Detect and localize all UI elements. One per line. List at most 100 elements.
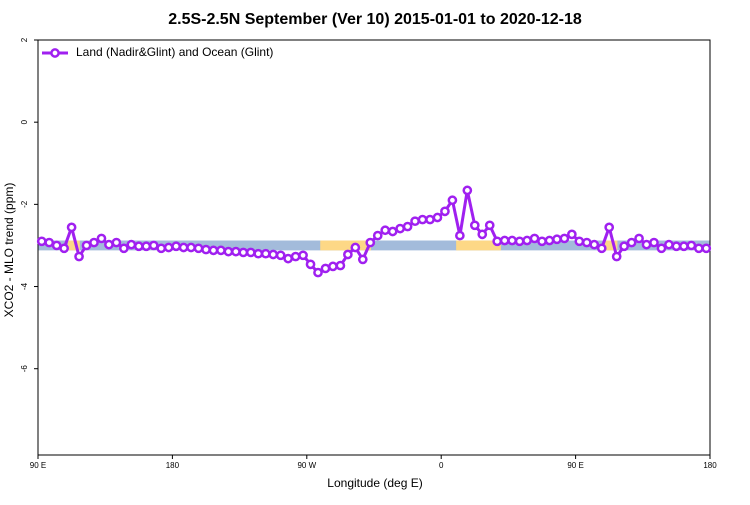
data-point: [686, 240, 697, 251]
data-point: [66, 222, 77, 233]
data-point: [208, 245, 219, 256]
x-tick-label: 90 W: [297, 461, 316, 470]
data-point: [425, 214, 435, 225]
data-point: [104, 239, 114, 250]
data-point: [499, 235, 510, 246]
data-point: [619, 241, 629, 252]
data-point: [649, 237, 659, 248]
data-point: [328, 261, 338, 272]
land-band: [320, 240, 372, 251]
data-point: [522, 235, 532, 246]
data-point: [447, 195, 458, 206]
data-point: [380, 225, 391, 236]
data-point: [320, 263, 331, 274]
data-point: [335, 260, 346, 271]
data-point: [641, 239, 652, 250]
data-point: [305, 259, 316, 270]
data-point: [462, 185, 473, 196]
data-point: [201, 244, 211, 255]
data-point: [231, 246, 241, 257]
data-point: [679, 241, 689, 252]
data-point: [559, 233, 570, 244]
data-point: [410, 216, 420, 227]
data-point: [156, 243, 167, 254]
data-point: [387, 226, 398, 237]
data-point: [611, 251, 622, 262]
data-point: [253, 248, 264, 259]
data-point: [44, 237, 55, 248]
data-point: [283, 253, 293, 264]
data-point: [514, 236, 525, 247]
data-point: [664, 239, 674, 250]
chart-title: 2.5S-2.5N September (Ver 10) 2015-01-01 …: [168, 11, 582, 28]
data-point: [537, 236, 547, 247]
data-point: [111, 237, 122, 248]
data-point: [604, 222, 615, 233]
data-point: [402, 221, 413, 232]
data-point: [81, 240, 92, 251]
data-point: [350, 242, 361, 253]
data-point: [216, 245, 226, 256]
data-point: [171, 241, 181, 252]
data-point: [126, 239, 137, 250]
data-point: [74, 251, 84, 262]
data-point: [440, 206, 450, 217]
x-tick-label: 90 E: [30, 461, 46, 470]
data-point: [51, 240, 62, 251]
data-point: [223, 246, 234, 257]
data-point: [417, 214, 428, 225]
y-tick-label: 0: [20, 119, 29, 124]
data-point: [492, 236, 503, 247]
data-point: [484, 220, 495, 231]
x-tick-label: 180: [166, 461, 180, 470]
data-point: [148, 240, 159, 251]
data-point: [395, 223, 405, 234]
data-point: [693, 243, 704, 254]
data-point: [574, 236, 585, 247]
data-point: [596, 243, 607, 254]
data-point: [290, 251, 301, 262]
y-tick-label: 2: [20, 37, 29, 42]
legend-label: Land (Nadir&Glint) and Ocean (Glint): [76, 45, 273, 59]
data-point: [372, 230, 383, 241]
y-tick-label: -2: [20, 200, 29, 208]
y-tick-label: -4: [20, 282, 29, 290]
x-tick-label: 0: [439, 461, 444, 470]
data-point: [59, 243, 69, 254]
data-point: [567, 229, 577, 240]
data-point: [701, 243, 712, 254]
data-point: [589, 239, 600, 250]
data-point: [432, 212, 443, 223]
data-point: [552, 234, 562, 245]
data-point: [275, 250, 286, 261]
data-point: [365, 237, 376, 248]
land-band: [456, 240, 501, 251]
data-point: [268, 249, 279, 260]
x-tick-label: 90 E: [567, 461, 583, 470]
data-point: [469, 220, 480, 231]
y-axis-label: XCO2 - MLO trend (ppm): [2, 183, 16, 318]
data-point: [96, 233, 107, 244]
data-point: [581, 237, 592, 248]
legend-marker: [50, 48, 60, 58]
x-tick-label: 180: [703, 461, 717, 470]
data-point: [141, 241, 152, 252]
data-point: [245, 247, 256, 258]
data-point: [455, 230, 465, 241]
data-point: [260, 248, 271, 259]
data-point: [544, 235, 555, 246]
data-point: [186, 242, 196, 253]
data-point: [507, 235, 517, 246]
land-band: [67, 240, 80, 251]
data-point: [313, 267, 323, 278]
data-point: [656, 243, 667, 254]
data-point: [238, 247, 249, 258]
data-point: [193, 243, 204, 254]
data-point: [626, 237, 637, 248]
data-point: [119, 243, 129, 254]
data-point: [36, 236, 47, 247]
data-point: [357, 254, 368, 265]
data-point: [477, 229, 488, 240]
data-point: [298, 250, 308, 261]
land-band: [603, 240, 618, 251]
